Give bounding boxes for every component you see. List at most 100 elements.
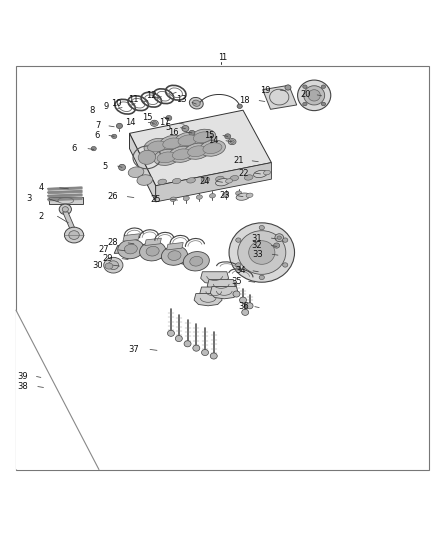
Ellipse shape <box>233 291 240 297</box>
Ellipse shape <box>152 122 156 125</box>
Ellipse shape <box>187 177 195 183</box>
Polygon shape <box>123 234 140 241</box>
Text: 21: 21 <box>234 156 244 165</box>
Text: 30: 30 <box>93 261 103 270</box>
Ellipse shape <box>303 102 307 106</box>
Ellipse shape <box>283 238 288 243</box>
Ellipse shape <box>275 234 284 241</box>
Text: 1: 1 <box>221 53 226 62</box>
Polygon shape <box>145 238 161 246</box>
Text: 7: 7 <box>95 122 100 131</box>
Ellipse shape <box>163 138 182 149</box>
Ellipse shape <box>154 149 180 165</box>
Ellipse shape <box>236 193 250 200</box>
Text: 10: 10 <box>112 99 122 108</box>
Text: 18: 18 <box>239 96 250 105</box>
Ellipse shape <box>150 120 158 126</box>
Text: 11: 11 <box>128 95 138 104</box>
Text: 32: 32 <box>251 241 262 250</box>
Ellipse shape <box>37 374 44 381</box>
Ellipse shape <box>148 141 166 152</box>
Ellipse shape <box>182 125 189 132</box>
Text: 39: 39 <box>17 372 28 381</box>
Text: 8: 8 <box>89 106 95 115</box>
Ellipse shape <box>183 196 189 200</box>
Ellipse shape <box>321 85 325 88</box>
Text: 28: 28 <box>107 238 118 247</box>
Ellipse shape <box>238 231 286 274</box>
Polygon shape <box>114 244 206 269</box>
Ellipse shape <box>225 134 231 139</box>
Ellipse shape <box>246 193 253 198</box>
Ellipse shape <box>228 139 236 144</box>
Text: 37: 37 <box>129 345 140 354</box>
Text: 14: 14 <box>126 118 136 127</box>
Ellipse shape <box>118 239 144 259</box>
Polygon shape <box>63 212 77 232</box>
Ellipse shape <box>166 116 172 120</box>
Text: 19: 19 <box>260 86 271 95</box>
Ellipse shape <box>137 175 152 185</box>
Ellipse shape <box>304 86 325 105</box>
Text: 20: 20 <box>300 91 311 100</box>
Ellipse shape <box>285 85 291 90</box>
Text: 4: 4 <box>39 183 44 192</box>
Polygon shape <box>38 390 49 398</box>
Polygon shape <box>166 243 183 250</box>
Ellipse shape <box>210 353 217 359</box>
Ellipse shape <box>167 330 174 336</box>
Polygon shape <box>201 272 229 284</box>
Ellipse shape <box>170 197 176 201</box>
Ellipse shape <box>140 241 166 261</box>
Text: 16: 16 <box>168 127 179 136</box>
Ellipse shape <box>168 251 181 261</box>
Ellipse shape <box>37 384 50 394</box>
Ellipse shape <box>144 139 170 155</box>
Text: 5: 5 <box>166 123 171 132</box>
Ellipse shape <box>192 100 200 106</box>
Ellipse shape <box>112 134 117 139</box>
Ellipse shape <box>201 177 210 182</box>
Ellipse shape <box>240 297 247 303</box>
Ellipse shape <box>178 135 197 146</box>
Ellipse shape <box>117 123 123 128</box>
Text: 22: 22 <box>238 168 249 177</box>
Ellipse shape <box>104 257 123 273</box>
Ellipse shape <box>159 135 185 151</box>
Ellipse shape <box>196 195 202 199</box>
Ellipse shape <box>162 246 187 265</box>
Ellipse shape <box>169 146 195 163</box>
Text: 9: 9 <box>104 102 109 111</box>
Ellipse shape <box>209 193 215 198</box>
Text: 35: 35 <box>231 277 242 286</box>
Ellipse shape <box>230 140 234 143</box>
Ellipse shape <box>108 261 119 270</box>
Text: 25: 25 <box>151 195 161 204</box>
Polygon shape <box>263 85 297 109</box>
Ellipse shape <box>175 132 201 148</box>
Text: 31: 31 <box>251 233 262 243</box>
Ellipse shape <box>183 252 209 271</box>
Polygon shape <box>200 287 228 299</box>
Text: 29: 29 <box>103 254 113 263</box>
Ellipse shape <box>190 256 203 266</box>
Ellipse shape <box>246 303 253 309</box>
Ellipse shape <box>254 170 267 177</box>
Ellipse shape <box>175 335 182 342</box>
Ellipse shape <box>259 275 265 280</box>
Ellipse shape <box>215 176 224 182</box>
Ellipse shape <box>138 150 155 164</box>
Polygon shape <box>16 310 99 470</box>
Ellipse shape <box>236 263 241 267</box>
Text: 24: 24 <box>200 177 210 186</box>
Ellipse shape <box>297 80 331 111</box>
Text: 27: 27 <box>99 245 109 254</box>
Ellipse shape <box>259 225 265 230</box>
Ellipse shape <box>201 350 208 356</box>
Ellipse shape <box>189 98 203 109</box>
Ellipse shape <box>187 146 207 157</box>
Text: 26: 26 <box>107 192 118 201</box>
Text: 13: 13 <box>176 95 186 104</box>
Ellipse shape <box>184 143 210 159</box>
Ellipse shape <box>64 227 84 243</box>
